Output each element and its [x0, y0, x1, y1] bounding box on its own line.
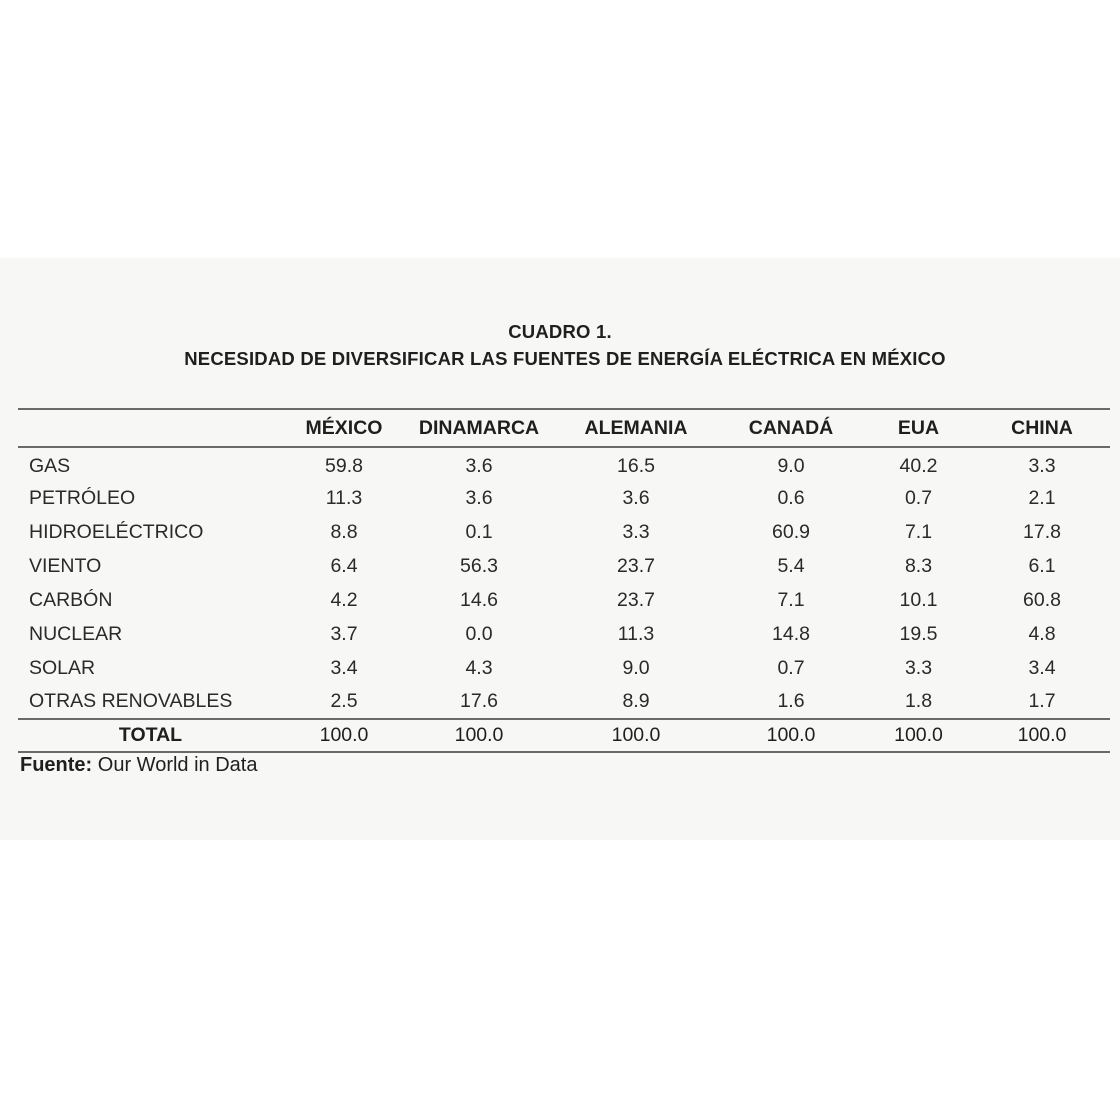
- total-cell: 100.0: [863, 718, 974, 753]
- table-body: GAS 59.8 3.6 16.5 9.0 40.2 3.3 PETRÓLEO 11.3 3.6 3…: [18, 447, 1110, 719]
- table-cell: 8.9: [622, 690, 650, 712]
- table-cell: 9.0: [777, 455, 805, 477]
- title-line-2: NECESIDAD DE DIVERSIFICAR LAS FUENTES DE…: [184, 348, 946, 369]
- table-cell: 3.3: [1028, 455, 1056, 477]
- table-cell: 1.7: [1028, 690, 1056, 712]
- table-row: PETRÓLEO 11.3 3.6 3.6 0.6 0.7 2.1: [18, 481, 1110, 515]
- row-label: PETRÓLEO: [29, 486, 136, 509]
- table-cell: 6.1: [1028, 554, 1056, 577]
- table-cell: 23.7: [617, 588, 655, 611]
- table-row: NUCLEAR 3.7 0.0 11.3 14.8 19.5 4.8: [18, 617, 1110, 651]
- table-cell: 0.7: [777, 656, 805, 679]
- source-text: Our World in Data: [97, 754, 258, 776]
- table-cell: 6.4: [330, 554, 358, 577]
- source-label: Fuente:: [20, 754, 93, 776]
- table-cell: 1.8: [904, 690, 933, 712]
- row-label: CARBÓN: [29, 588, 113, 611]
- header-row: MÉXICO DINAMARCA ALEMANIA CANADÁ EUA CHI…: [18, 408, 1110, 448]
- table-cell: 4.8: [1028, 622, 1056, 645]
- header-cell-dinamarca: DINAMARCA: [405, 408, 553, 448]
- table-title: CUADRO 1. NECESIDAD DE DIVERSIFICAR LAS …: [0, 318, 1120, 372]
- table-cell: 40.2: [899, 455, 938, 477]
- header-cell-empty: [18, 408, 283, 448]
- table-row: OTRAS RENOVABLES 2.5 17.6 8.9 1.6 1.8 1.7: [18, 685, 1110, 719]
- row-label: OTRAS RENOVABLES: [29, 690, 233, 712]
- header-cell-canada: CANADÁ: [719, 408, 863, 448]
- table-row: VIENTO 6.4 56.3 23.7 5.4 8.3 6.1: [18, 549, 1110, 583]
- table-cell: 2.5: [330, 690, 358, 712]
- table-cell: 3.4: [1028, 656, 1056, 679]
- table-cell: 5.4: [777, 554, 805, 577]
- table-cell: 7.1: [904, 520, 933, 543]
- table-cell: 56.3: [460, 554, 498, 577]
- table-cell: 0.0: [465, 622, 493, 645]
- table-cell: 3.7: [330, 622, 358, 645]
- row-label: VIENTO: [29, 554, 102, 577]
- table-cell: 3.6: [465, 455, 493, 477]
- total-cell: 100.0: [719, 718, 863, 753]
- table-cell: 2.1: [1028, 486, 1056, 509]
- row-label: SOLAR: [29, 656, 96, 679]
- table-cell: 14.6: [460, 588, 498, 611]
- total-cell: 100.0: [405, 718, 553, 753]
- table-cell: 17.8: [1023, 520, 1061, 543]
- total-cell: 100.0: [283, 718, 405, 753]
- table-cell: 7.1: [777, 588, 805, 611]
- table-cell: 0.7: [904, 486, 933, 509]
- table-cell: 17.6: [460, 690, 498, 712]
- header-cell-eua: EUA: [863, 408, 974, 448]
- table-cell: 0.6: [777, 486, 805, 509]
- table-cell: 4.2: [330, 588, 358, 611]
- total-label: TOTAL: [18, 718, 283, 753]
- table-cell: 11.3: [325, 486, 363, 509]
- table-cell: 11.3: [617, 622, 655, 645]
- total-row: TOTAL 100.0 100.0 100.0 100.0 100.0 100.…: [18, 718, 1110, 753]
- header-cell-alemania: ALEMANIA: [553, 408, 719, 448]
- table-row: HIDROELÉCTRICO 8.8 0.1 3.3 60.9 7.1 17.8: [18, 515, 1110, 549]
- table-cell: 3.6: [465, 486, 493, 509]
- total-cell: 100.0: [974, 718, 1110, 753]
- table-cell: 0.1: [465, 520, 493, 543]
- table-cell: 8.3: [904, 554, 933, 577]
- table-cell: 3.3: [622, 520, 650, 543]
- source-note: Fuente: Our World in Data: [20, 754, 257, 777]
- row-label: HIDROELÉCTRICO: [29, 520, 204, 543]
- table-cell: 3.6: [622, 486, 650, 509]
- energy-sources-table: MÉXICO DINAMARCA ALEMANIA CANADÁ EUA CHI…: [18, 408, 1110, 753]
- table-cell: 23.7: [617, 554, 655, 577]
- table-cell: 14.8: [772, 622, 810, 645]
- table-cell: 4.3: [465, 656, 493, 679]
- table-cell: 8.8: [330, 520, 358, 543]
- table-cell: 19.5: [899, 622, 938, 645]
- table-row: CARBÓN 4.2 14.6 23.7 7.1 10.1 60.8: [18, 583, 1110, 617]
- table-cell: 9.0: [622, 656, 650, 679]
- table-cell: 3.3: [904, 656, 933, 679]
- table-cell: 59.8: [325, 455, 363, 477]
- table-cell: 10.1: [899, 588, 938, 611]
- table-cell: 1.6: [777, 690, 805, 712]
- table-row: SOLAR 3.4 4.3 9.0 0.7 3.3 3.4: [18, 651, 1110, 685]
- header-cell-mexico: MÉXICO: [283, 408, 405, 448]
- table-cell: 60.8: [1023, 588, 1061, 611]
- row-label: NUCLEAR: [29, 622, 123, 645]
- table-cell: 16.5: [617, 455, 655, 477]
- row-label: GAS: [29, 455, 71, 477]
- table-cell: 60.9: [772, 520, 810, 543]
- title-line-1: CUADRO 1.: [508, 321, 612, 342]
- table-row: GAS 59.8 3.6 16.5 9.0 40.2 3.3: [18, 447, 1110, 481]
- table-cell: 3.4: [330, 656, 358, 679]
- total-cell: 100.0: [553, 718, 719, 753]
- header-cell-china: CHINA: [974, 408, 1110, 448]
